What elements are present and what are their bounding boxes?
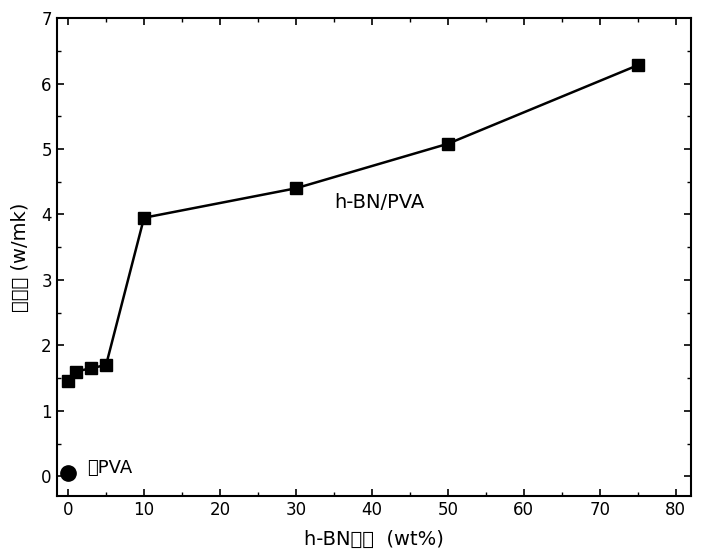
Y-axis label: 热导率 (w/mk): 热导率 (w/mk) (11, 202, 30, 312)
X-axis label: h-BN含量  (wt%): h-BN含量 (wt%) (304, 530, 444, 549)
Text: h-BN/PVA: h-BN/PVA (334, 193, 424, 212)
Text: 纯PVA: 纯PVA (87, 459, 133, 477)
